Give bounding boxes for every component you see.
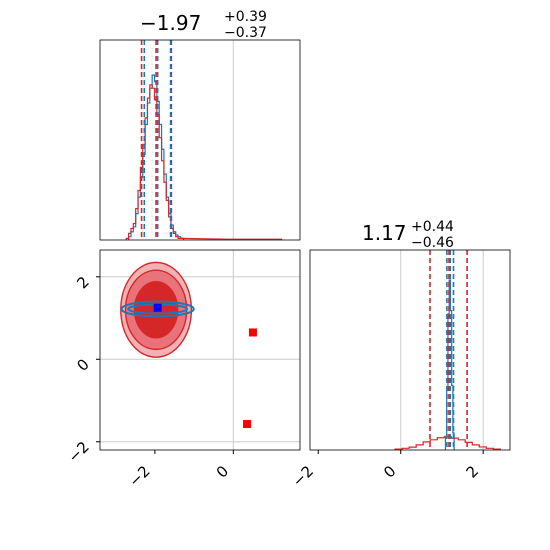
title-top-left-median: −1.97	[140, 11, 201, 35]
title-top-left-plus: +0.39	[224, 9, 267, 25]
red-square-marker-0	[248, 328, 257, 337]
bottom-right-x-tick-label-0: −2	[289, 462, 317, 490]
bottom-right-x-tick-label-2: 2	[463, 462, 482, 481]
panel-bottom-left-contour	[99, 249, 301, 451]
bottom-right-x-tick-label-1: 0	[380, 462, 399, 481]
blue-contour-level-0	[120, 300, 195, 318]
title-top-left-minus: −0.37	[224, 25, 267, 41]
top-left-red-histogram	[125, 84, 283, 240]
top-left-axes-frame	[99, 39, 301, 241]
bottom-left-axes-frame	[99, 249, 301, 451]
title-bottom-right-median: 1.17	[362, 221, 407, 245]
red-square-marker-1	[243, 420, 252, 429]
title-bottom-right: 1.17 +0.44 −0.46	[362, 219, 454, 251]
bottom-left-x-tick-label-0: −2	[125, 462, 153, 490]
bottom-left-y-tick-label-1: 0	[73, 355, 92, 374]
title-bottom-right-plus: +0.44	[411, 219, 454, 235]
title-top-left: −1.97 +0.39 −0.37	[140, 9, 267, 41]
bottom-right-red-histogram	[394, 436, 501, 450]
bottom-left-y-tick-label-2: 2	[73, 273, 92, 292]
bottom-left-x-tick-label-1: 0	[213, 462, 232, 481]
bottom-left-y-tick-label-0: −2	[64, 438, 92, 466]
bottom-left-x-tick-labels: −2 0	[125, 450, 234, 490]
panel-bottom-right-histogram	[309, 249, 511, 451]
bottom-right-axes-frame	[309, 249, 511, 451]
bottom-left-y-tick-labels: −2 0 2	[64, 273, 100, 466]
bottom-right-x-tick-labels: −2 0 2	[289, 450, 484, 490]
blue-square-marker	[153, 303, 162, 312]
title-bottom-right-minus: −0.46	[411, 235, 454, 251]
panel-top-left-histogram	[99, 39, 301, 241]
